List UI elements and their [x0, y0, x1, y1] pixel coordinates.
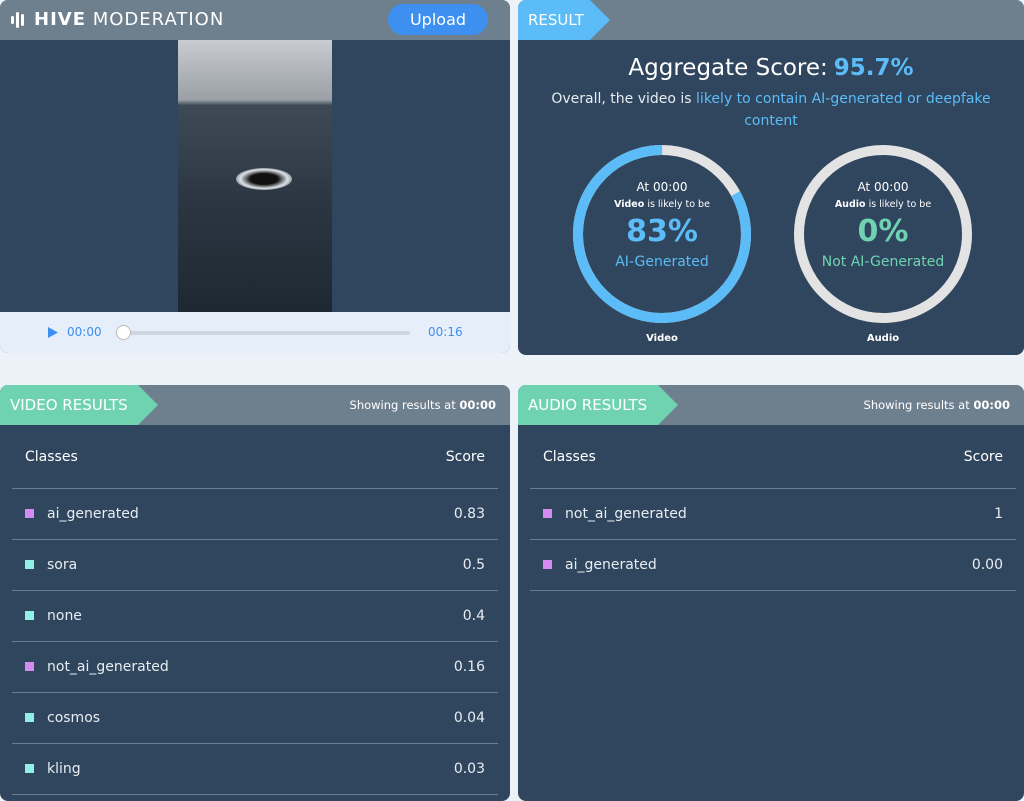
- class-name: kling: [47, 760, 81, 777]
- class-name: ai_generated: [565, 556, 657, 573]
- showing-label: Showing results at: [863, 398, 970, 412]
- class-swatch: [25, 713, 34, 722]
- col-score: Score: [363, 427, 498, 489]
- audio-at: At 00:00: [857, 180, 909, 194]
- video-caption: Video: [646, 333, 678, 344]
- audio-results-table: Classes Score not_ai_generated 1 ai_generate…: [530, 427, 1016, 591]
- audio-kind: Audio: [834, 199, 866, 210]
- video-results-tag: VIDEO RESULTS: [0, 385, 158, 425]
- class-cell: none: [12, 590, 364, 642]
- table-row: cosmos 0.04: [12, 692, 498, 744]
- audio-results-bar: AUDIO RESULTS Showing results at 00:00: [518, 385, 1024, 425]
- class-name: not_ai_generated: [47, 658, 169, 675]
- score-cell: 0.04: [363, 692, 498, 744]
- result-bar: RESULT: [518, 0, 1024, 40]
- result-panel: RESULT Aggregate Score: 95.7% Overall, th…: [518, 0, 1024, 355]
- class-name: sora: [47, 556, 78, 573]
- video-preview[interactable]: [178, 40, 332, 312]
- current-time: 00:00: [67, 325, 102, 339]
- top-bar: HIVE MODERATION Upload: [0, 0, 510, 40]
- class-cell: sora: [12, 539, 364, 591]
- audio-results-tag: AUDIO RESULTS: [518, 385, 678, 425]
- upload-button[interactable]: Upload: [388, 4, 488, 35]
- col-score: Score: [881, 427, 1016, 489]
- aggregate-value: 95.7%: [833, 55, 914, 81]
- class-swatch: [25, 560, 34, 569]
- audio-results-panel: AUDIO RESULTS Showing results at 00:00 C…: [518, 385, 1024, 801]
- audio-likely: is likely to be: [868, 199, 932, 210]
- video-player-controls: 00:00 00:16: [0, 312, 510, 353]
- seek-bar[interactable]: [122, 331, 410, 335]
- table-row: kling 0.03: [12, 743, 498, 795]
- class-swatch: [543, 509, 552, 518]
- summary-prefix: Overall, the video is: [551, 91, 692, 107]
- class-name: ai_generated: [47, 505, 139, 522]
- audio-verdict: Not AI-Generated: [821, 254, 945, 270]
- video-score-ring: At 00:00 Video is likely to be 83% AI-Ge…: [572, 144, 752, 324]
- score-cell: 0.16: [363, 641, 498, 693]
- class-cell: kling: [12, 743, 364, 795]
- class-cell: not_ai_generated: [12, 641, 364, 693]
- logo-bold: HIVE: [34, 9, 86, 30]
- audio-showing: Showing results at 00:00: [864, 398, 1010, 412]
- class-name: not_ai_generated: [565, 505, 687, 522]
- table-row: not_ai_generated 0.16: [12, 641, 498, 693]
- audio-percent: 0%: [857, 214, 909, 249]
- media-panel: HIVE MODERATION Upload 00:00 00:16: [0, 0, 510, 353]
- class-cell: ai_generated: [12, 488, 364, 540]
- score-cell: 1: [881, 488, 1016, 540]
- score-cell: 0.03: [363, 743, 498, 795]
- video-showing: Showing results at 00:00: [350, 398, 496, 412]
- table-row: not_ai_generated 1: [530, 488, 1016, 540]
- duration: 00:16: [428, 325, 463, 339]
- video-kind: Video: [614, 199, 645, 210]
- audio-caption: Audio: [866, 333, 900, 344]
- seek-handle[interactable]: [116, 325, 131, 340]
- showing-time: 00:00: [973, 398, 1010, 412]
- class-swatch: [25, 611, 34, 620]
- class-swatch: [543, 560, 552, 569]
- summary-highlight: likely to contain AI-generated or deepfa…: [696, 91, 991, 129]
- class-swatch: [25, 764, 34, 773]
- table-row: ai_generated 0.00: [530, 539, 1016, 591]
- summary: Overall, the video is likely to contain …: [528, 88, 1014, 132]
- score-cell: 0.00: [881, 539, 1016, 591]
- video-results-table: Classes Score ai_generated 0.83 sora 0.5 none 0…: [12, 427, 498, 795]
- table-row: none 0.4: [12, 590, 498, 642]
- table-row: ai_generated 0.83: [12, 488, 498, 540]
- video-results-panel: VIDEO RESULTS Showing results at 00:00 C…: [0, 385, 510, 801]
- score-cell: 0.5: [363, 539, 498, 591]
- video-results-bar: VIDEO RESULTS Showing results at 00:00: [0, 385, 510, 425]
- class-name: cosmos: [47, 709, 101, 726]
- class-cell: ai_generated: [530, 539, 882, 591]
- video-at: At 00:00: [636, 180, 688, 194]
- hive-logo-icon: [11, 11, 24, 28]
- col-classes: Classes: [12, 427, 364, 489]
- aggregate-label: Aggregate Score:: [628, 55, 828, 81]
- class-name: none: [47, 607, 82, 624]
- score-cell: 0.83: [363, 488, 498, 540]
- hive-logo: HIVE MODERATION: [10, 9, 224, 30]
- showing-time: 00:00: [459, 398, 496, 412]
- class-swatch: [25, 662, 34, 671]
- logo-light: MODERATION: [92, 9, 225, 30]
- play-icon[interactable]: [47, 326, 59, 339]
- whirlpool: [236, 168, 292, 190]
- showing-label: Showing results at: [349, 398, 456, 412]
- class-cell: cosmos: [12, 692, 364, 744]
- audio-score-ring: At 00:00 Audio is likely to be 0% Not AI…: [793, 144, 973, 324]
- video-likely: is likely to be: [647, 199, 710, 210]
- result-tag: RESULT: [518, 0, 610, 40]
- score-cell: 0.4: [363, 590, 498, 642]
- class-swatch: [25, 509, 34, 518]
- table-row: sora 0.5: [12, 539, 498, 591]
- video-verdict: AI-Generated: [615, 254, 709, 270]
- class-cell: not_ai_generated: [530, 488, 882, 540]
- video-percent: 83%: [626, 214, 698, 249]
- col-classes: Classes: [530, 427, 882, 489]
- aggregate-score: Aggregate Score: 95.7%: [518, 55, 1024, 81]
